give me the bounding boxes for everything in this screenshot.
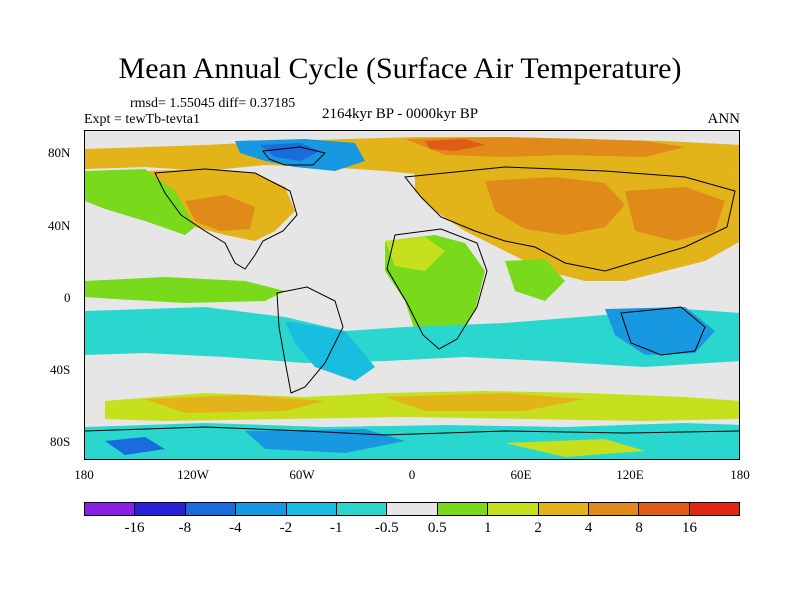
colorbar-swatch xyxy=(437,503,489,515)
colorbar-label: 4 xyxy=(584,520,593,536)
rmsd-diff-stats: rmsd= 1.55045 diff= 0.37185 xyxy=(130,96,296,111)
colorbar-swatch xyxy=(286,503,337,515)
africa-coast xyxy=(386,228,488,350)
colorbar-label: -16 xyxy=(124,520,145,536)
colorbar-swatch xyxy=(689,503,740,515)
antarctic-dark-cool xyxy=(105,437,165,455)
southern-subtropical-cool xyxy=(85,307,739,367)
lon-label-60w: 60W xyxy=(289,467,315,482)
colorbar-label: 2 xyxy=(534,520,542,536)
north-america-strong-warm xyxy=(185,195,255,231)
colorbar-swatch xyxy=(85,503,136,515)
colorbar-swatch xyxy=(236,503,287,515)
coastlines xyxy=(85,146,739,436)
north-pacific-green xyxy=(85,169,195,235)
map-canvas xyxy=(85,131,739,459)
south-america-coast xyxy=(276,286,344,394)
experiment-label: Expt = tewTb-tevta1 xyxy=(84,112,200,127)
greenland-cold-core xyxy=(260,143,320,161)
colorbar-swatch xyxy=(488,503,539,515)
colorbar-label: -2 xyxy=(279,520,293,536)
australia-cool xyxy=(605,307,715,355)
north-america-coast xyxy=(154,168,298,270)
lon-label-60e: 60E xyxy=(510,467,532,482)
east-asia-strong-warm xyxy=(625,187,725,241)
season-label: ANN xyxy=(707,111,741,127)
colorbar-swatch xyxy=(538,503,589,515)
lat-label-80s: 80S xyxy=(50,434,71,449)
greenland-coast xyxy=(262,146,326,166)
time-period-label: 2164kyr BP - 0000kyr BP xyxy=(322,106,479,122)
barents-hotspot xyxy=(425,139,485,151)
chart-title: Mean Annual Cycle (Surface Air Temperatu… xyxy=(118,52,682,85)
colorbar-swatch xyxy=(336,503,388,515)
antarctic-deep-cool xyxy=(245,429,405,453)
lat-label-40n: 40N xyxy=(48,218,71,233)
lon-label-120w: 120W xyxy=(177,467,209,482)
colorbar-label: -0.5 xyxy=(374,520,399,536)
south-indian-warm-patch xyxy=(385,393,585,411)
colorbar-label: -4 xyxy=(229,520,242,536)
lon-label-120e: 120E xyxy=(616,467,644,482)
lon-label-0: 0 xyxy=(408,467,416,482)
temperature-difference-map xyxy=(84,130,740,460)
colorbar-swatch xyxy=(639,503,690,515)
antarctica-coast xyxy=(85,426,739,436)
lon-label-180e: 180 xyxy=(730,467,750,482)
sahara-yellowgreen xyxy=(385,237,445,271)
central-asia-strong-warm xyxy=(485,177,625,235)
tropical-pacific-green xyxy=(85,277,285,303)
east-antarctic-warm xyxy=(505,439,645,457)
colorbar-label: -8 xyxy=(178,520,192,536)
colorbar xyxy=(84,502,740,516)
colorbar-swatch xyxy=(387,503,438,515)
colorbar-label: 16 xyxy=(682,520,698,536)
colorbar-label: -1 xyxy=(330,520,343,536)
colorbar-label: 8 xyxy=(635,520,643,536)
india-green xyxy=(505,259,565,301)
colorbar-swatch xyxy=(588,503,640,515)
colorbar-swatch xyxy=(135,503,186,515)
colorbar-label: 1 xyxy=(483,520,492,536)
lat-label-80n: 80N xyxy=(48,145,71,160)
south-america-cool xyxy=(285,321,375,381)
colorbar-swatch xyxy=(185,503,237,515)
australia-coast xyxy=(620,306,706,356)
lon-label-180w: 180 xyxy=(74,467,94,482)
lat-label-0: 0 xyxy=(64,290,71,305)
lat-label-40s: 40S xyxy=(50,362,71,377)
south-pacific-warm-patch xyxy=(145,395,325,413)
eurasia-coast xyxy=(404,166,736,272)
colorbar-label: 0.5 xyxy=(427,520,447,536)
antarctic-cool xyxy=(85,423,739,459)
